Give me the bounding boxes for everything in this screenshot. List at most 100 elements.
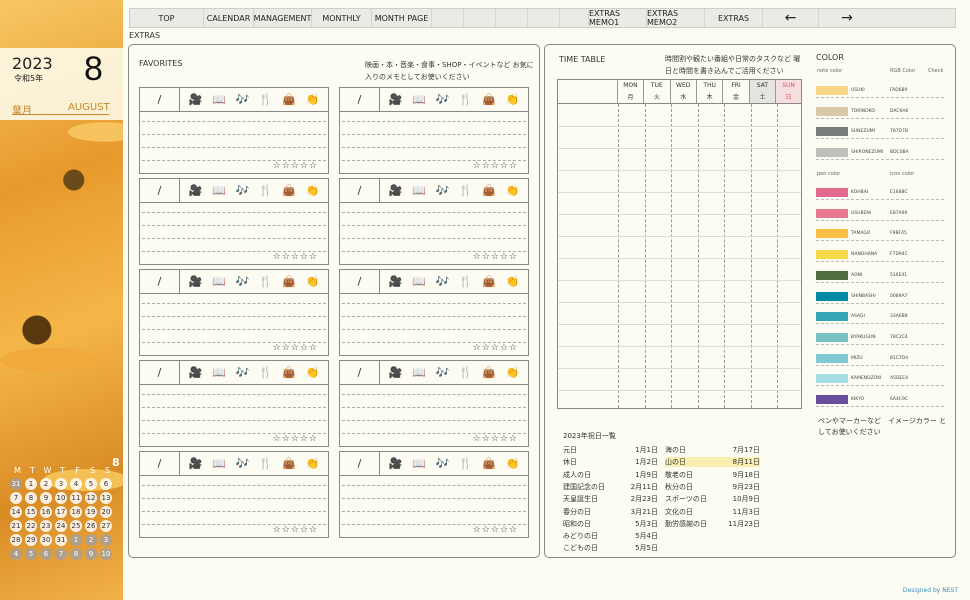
mini-day[interactable]: 12	[85, 492, 97, 504]
restaurant-icon[interactable]: 🍴	[458, 275, 473, 288]
book-icon[interactable]: 📖	[212, 366, 226, 379]
mini-day[interactable]: 8	[25, 492, 37, 504]
nav-extras-memo1[interactable]: EXTRAS MEMO1	[589, 9, 647, 27]
rating-stars[interactable]: ☆☆☆☆☆	[272, 343, 318, 353]
nav-extras-memo2[interactable]: EXTRAS MEMO2	[647, 9, 705, 27]
movie-icon[interactable]: 🎥	[388, 275, 403, 288]
movie-icon[interactable]: 🎥	[188, 275, 203, 288]
memo-line[interactable]	[142, 485, 326, 486]
memo-line[interactable]	[142, 329, 326, 330]
event-clap-icon[interactable]: 👏	[505, 366, 520, 379]
music-icon[interactable]: 🎶	[435, 93, 450, 106]
memo-line[interactable]	[342, 225, 526, 226]
nav-month-page[interactable]: MONTH PAGE	[372, 9, 432, 27]
book-icon[interactable]: 📖	[412, 457, 426, 470]
timetable-row[interactable]	[558, 324, 801, 325]
memo-line[interactable]	[142, 160, 326, 161]
shop-bag-icon[interactable]: 👜	[282, 275, 296, 288]
event-clap-icon[interactable]: 👏	[505, 184, 520, 197]
memo-line[interactable]	[342, 498, 526, 499]
shop-bag-icon[interactable]: 👜	[282, 366, 296, 379]
mini-day[interactable]: 2	[85, 534, 97, 546]
book-icon[interactable]: 📖	[412, 366, 426, 379]
favorite-card[interactable]: / 🎥 📖 🎶 🍴 👜 👏 ☆☆☆☆☆	[139, 451, 329, 538]
music-icon[interactable]: 🎶	[435, 457, 450, 470]
memo-line[interactable]	[342, 485, 526, 486]
movie-icon[interactable]: 🎥	[188, 457, 203, 470]
color-swatch-row[interactable]: SHINBASHI 0089A7	[816, 291, 944, 304]
movie-icon[interactable]: 🎥	[388, 366, 403, 379]
mini-day[interactable]: 16	[40, 506, 52, 518]
color-swatch-row[interactable]: TAMAGO F9BF45	[816, 229, 944, 242]
restaurant-icon[interactable]: 🍴	[258, 184, 273, 197]
memo-line[interactable]	[142, 498, 326, 499]
memo-line[interactable]	[142, 316, 326, 317]
restaurant-icon[interactable]: 🍴	[458, 93, 473, 106]
favorite-date-field[interactable]: /	[140, 270, 180, 293]
english-month-name[interactable]: AUGUST	[68, 102, 110, 113]
music-icon[interactable]: 🎶	[235, 184, 250, 197]
favorite-card[interactable]: / 🎥 📖 🎶 🍴 👜 👏 ☆☆☆☆☆	[139, 178, 329, 265]
rating-stars[interactable]: ☆☆☆☆☆	[472, 252, 518, 262]
mini-day[interactable]: 2	[40, 478, 52, 490]
mini-day[interactable]: 5	[85, 478, 97, 490]
memo-line[interactable]	[342, 134, 526, 135]
timetable-row[interactable]	[558, 280, 801, 281]
memo-line[interactable]	[342, 394, 526, 395]
music-icon[interactable]: 🎶	[235, 93, 250, 106]
mini-day[interactable]: 15	[25, 506, 37, 518]
favorite-card[interactable]: / 🎥 📖 🎶 🍴 👜 👏 ☆☆☆☆☆	[139, 269, 329, 356]
prev-arrow-icon[interactable]: ←	[763, 9, 819, 27]
mini-day[interactable]: 11	[70, 492, 82, 504]
mini-day[interactable]: 18	[70, 506, 82, 518]
rating-stars[interactable]: ☆☆☆☆☆	[272, 434, 318, 444]
timetable-grid[interactable]: MON 月 TUE 火 WED 水 THU 木 FRI 金 SAT 土 SUN 日	[557, 79, 802, 409]
rating-stars[interactable]: ☆☆☆☆☆	[272, 525, 318, 535]
book-icon[interactable]: 📖	[212, 93, 226, 106]
mini-day[interactable]: 10	[55, 492, 67, 504]
mini-day[interactable]: 4	[10, 548, 22, 560]
memo-line[interactable]	[142, 134, 326, 135]
music-icon[interactable]: 🎶	[235, 366, 250, 379]
memo-line[interactable]	[342, 342, 526, 343]
memo-line[interactable]	[142, 212, 326, 213]
shop-bag-icon[interactable]: 👜	[482, 275, 496, 288]
memo-line[interactable]	[342, 420, 526, 421]
mini-day[interactable]: 31	[10, 478, 22, 490]
restaurant-icon[interactable]: 🍴	[458, 457, 473, 470]
memo-line[interactable]	[342, 147, 526, 148]
shop-bag-icon[interactable]: 👜	[482, 366, 496, 379]
event-clap-icon[interactable]: 👏	[305, 457, 320, 470]
movie-icon[interactable]: 🎥	[388, 457, 403, 470]
book-icon[interactable]: 📖	[412, 275, 426, 288]
color-swatch-row[interactable]: ASAGI 33A6B8	[816, 312, 944, 325]
rating-stars[interactable]: ☆☆☆☆☆	[272, 161, 318, 171]
mini-day[interactable]: 14	[10, 506, 22, 518]
memo-line[interactable]	[142, 303, 326, 304]
favorite-card[interactable]: / 🎥 📖 🎶 🍴 👜 👏 ☆☆☆☆☆	[339, 360, 529, 447]
memo-line[interactable]	[342, 524, 526, 525]
timetable-row[interactable]	[558, 236, 801, 237]
favorite-date-field[interactable]: /	[340, 179, 380, 202]
timetable-row[interactable]	[558, 126, 801, 127]
shop-bag-icon[interactable]: 👜	[282, 93, 296, 106]
color-swatch-row[interactable]: USUBENI E87A90	[816, 208, 944, 221]
restaurant-icon[interactable]: 🍴	[258, 93, 273, 106]
mini-day[interactable]: 20	[100, 506, 112, 518]
memo-line[interactable]	[342, 160, 526, 161]
restaurant-icon[interactable]: 🍴	[258, 366, 273, 379]
memo-line[interactable]	[142, 147, 326, 148]
memo-line[interactable]	[342, 511, 526, 512]
restaurant-icon[interactable]: 🍴	[458, 184, 473, 197]
mini-day[interactable]: 9	[40, 492, 52, 504]
favorite-card[interactable]: / 🎥 📖 🎶 🍴 👜 👏 ☆☆☆☆☆	[339, 87, 529, 174]
restaurant-icon[interactable]: 🍴	[258, 275, 273, 288]
rating-stars[interactable]: ☆☆☆☆☆	[472, 525, 518, 535]
rating-stars[interactable]: ☆☆☆☆☆	[472, 343, 518, 353]
nav-management[interactable]: MANAGEMENT	[254, 9, 312, 27]
timetable-row[interactable]	[558, 302, 801, 303]
timetable-row[interactable]	[558, 148, 801, 149]
memo-line[interactable]	[342, 238, 526, 239]
event-clap-icon[interactable]: 👏	[305, 366, 320, 379]
movie-icon[interactable]: 🎥	[388, 93, 403, 106]
